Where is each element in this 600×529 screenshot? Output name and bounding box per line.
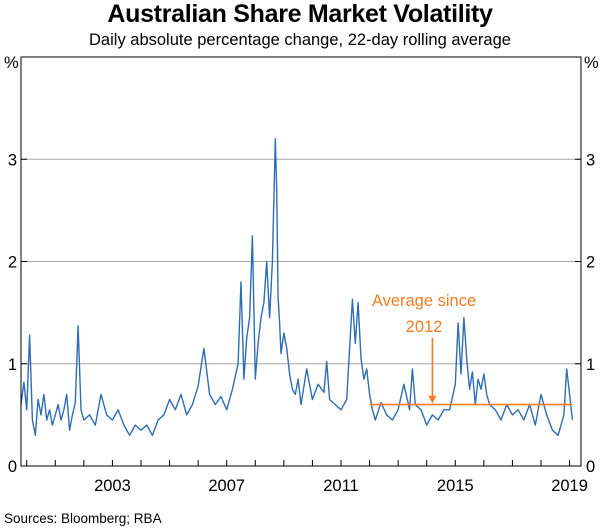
annotation-text-line2: 2012 [406,318,443,336]
gridlines [21,158,581,365]
average-annotation: Average since 2012 [372,292,476,404]
y-tick-label-right: 3 [586,151,595,169]
annotation-arrow-head [428,395,437,404]
volatility-line [20,138,574,436]
y-tick-label-left: 3 [8,151,17,169]
axis-ticks [21,158,581,467]
x-tick-label: 2015 [437,477,474,495]
y-unit-label-right: % [584,54,599,72]
x-tick-label: 2019 [551,477,588,495]
annotation-text-line1: Average since [372,292,476,310]
y-tick-label-right: 0 [586,458,595,476]
y-tick-label-left: 2 [8,254,17,272]
tick-labels: % % 0 0 1 1 2 2 3 3 2003 2007 2011 2015 2019 [4,54,599,495]
chart-subtitle: Daily absolute percentage change, 22-day… [89,31,511,49]
y-tick-label-left: 0 [8,458,17,476]
source-note: Sources: Bloomberg; RBA [4,511,162,526]
x-tick-label: 2011 [323,477,358,495]
x-tick-label: 2003 [94,477,131,495]
y-tick-label-left: 1 [8,356,17,374]
x-tick-label: 2007 [208,477,245,495]
y-tick-label-right: 2 [586,254,595,272]
y-tick-label-right: 1 [586,356,595,374]
y-unit-label-left: % [4,54,19,72]
chart-title: Australian Share Market Volatility [107,0,493,28]
series-layer [20,138,574,436]
